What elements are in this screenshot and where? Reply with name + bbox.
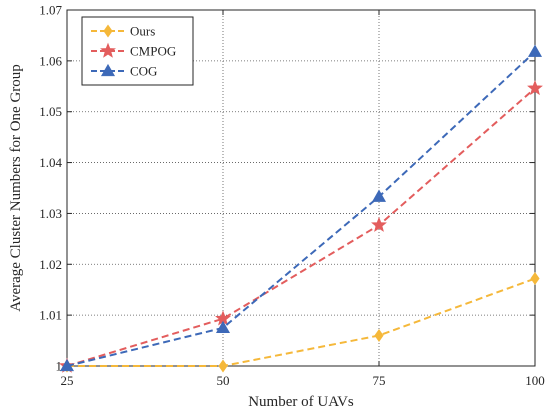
legend-entry: COG (91, 64, 157, 79)
legend-label: Ours (130, 24, 155, 39)
y-tick-label: 1.07 (39, 3, 62, 18)
y-tick-label: 1.01 (39, 308, 62, 323)
y-tick-label: 1.02 (39, 257, 62, 272)
y-tick-label: 1.04 (39, 155, 62, 170)
x-axis-label: Number of UAVs (248, 394, 354, 410)
series-layer (59, 44, 543, 373)
series-ours (62, 272, 540, 373)
x-tick-label: 50 (217, 373, 230, 388)
legend-marker (103, 24, 113, 38)
legend-entry: Ours (91, 24, 155, 39)
series-line (66, 50, 536, 367)
y-tick-label: 1.03 (39, 206, 62, 221)
x-tick-label: 75 (373, 373, 386, 388)
y-tick-label: 1 (56, 359, 63, 374)
plot-frame (66, 9, 536, 367)
y-tick-label: 1.06 (39, 53, 62, 68)
grid (67, 10, 535, 366)
x-tick-label: 100 (525, 373, 545, 388)
legend-label: COG (130, 64, 157, 79)
y-tick-label: 1.05 (39, 104, 62, 119)
data-point (527, 44, 543, 57)
data-point (371, 189, 387, 202)
data-point (218, 359, 228, 373)
y-axis-label: Average Cluster Numbers for One Group (8, 64, 24, 312)
data-point (215, 320, 231, 334)
series-line (67, 277, 536, 367)
series-line (66, 87, 536, 367)
legend-entry: CMPOG (91, 42, 176, 59)
data-point (530, 272, 540, 286)
legend-label: CMPOG (130, 44, 176, 59)
data-point (374, 328, 384, 343)
data-point (59, 358, 75, 372)
legend-marker (100, 63, 116, 77)
legend-marker (100, 42, 116, 58)
x-tick-label: 25 (61, 373, 74, 388)
series-cmpog (59, 79, 543, 373)
legend: Ours CMPOG COG (81, 16, 194, 86)
data-point (371, 216, 387, 232)
series-cog (59, 44, 543, 372)
data-point (527, 79, 543, 96)
